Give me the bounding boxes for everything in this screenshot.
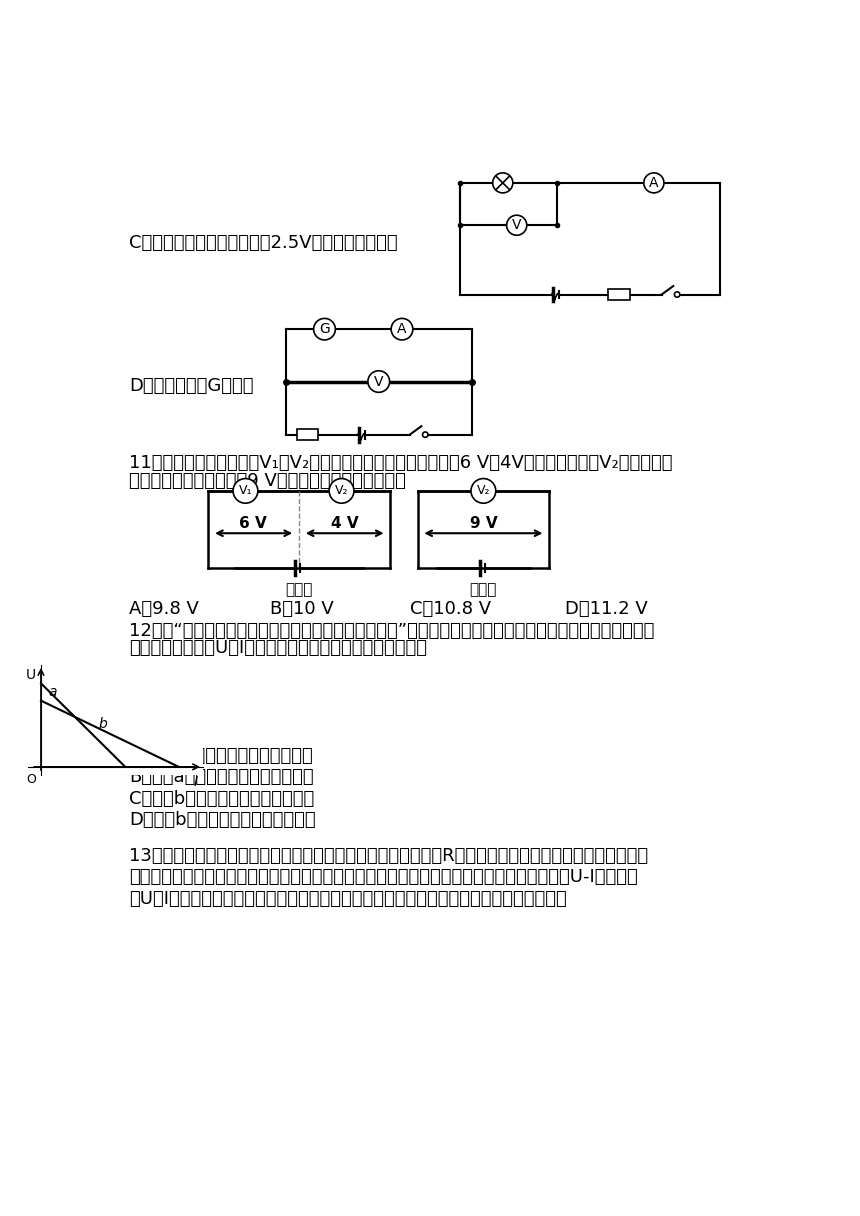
Text: C．电池b的电动势较小，内电阵较大: C．电池b的电动势较小，内电阵较大 (129, 789, 315, 807)
Circle shape (493, 173, 513, 193)
Text: V: V (374, 375, 384, 389)
Text: D．电池b的电动势较大，内电阵较小: D．电池b的电动势较大，内电阵较小 (129, 811, 316, 829)
Text: 4 V: 4 V (331, 516, 359, 531)
Text: a: a (48, 685, 57, 698)
Text: B．10 V: B．10 V (270, 601, 334, 618)
Text: U: U (26, 668, 36, 682)
Text: A: A (649, 176, 659, 190)
Text: （U、I分别为电压表和电流表的示数）。不计电表对电路的影响。下列说法正确的是（　）: （U、I分别为电压表和电流表的示数）。不计电表对电路的影响。下列说法正确的是（ … (129, 890, 567, 907)
Bar (297, 429, 318, 440)
Text: C．测绘小灯泡（额定电压为2.5V）的伏安特性曲线: C．测绘小灯泡（额定电压为2.5V）的伏安特性曲线 (129, 235, 398, 253)
Bar (608, 289, 630, 300)
Text: C．10.8 V: C．10.8 V (409, 601, 491, 618)
Circle shape (471, 479, 495, 503)
Circle shape (507, 215, 527, 235)
Text: 13．小芳同学利用手边的实验器材设计了如图所示的电路，电阵R的阵值以及电源的电动势和内阵均未知，: 13．小芳同学利用手边的实验器材设计了如图所示的电路，电阵R的阵值以及电源的电动… (129, 846, 648, 865)
Text: A．9.8 V: A．9.8 V (129, 601, 199, 618)
Text: B．电池a的电动势较小，内电阵较小: B．电池a的电动势较小，内电阵较小 (129, 769, 314, 786)
Circle shape (314, 319, 335, 340)
Text: b: b (98, 717, 107, 731)
Text: （乙）: （乙） (470, 581, 497, 597)
Text: 6 V: 6 V (239, 516, 267, 531)
Circle shape (233, 479, 258, 503)
Text: V₂: V₂ (476, 484, 490, 497)
Text: 12．在“用电流表和电压表测定电池的电动势和内电阵”的实验中，某同学通过测量两个电池的电流和电压，: 12．在“用电流表和电压表测定电池的电动势和内电阵”的实验中，某同学通过测量两个… (129, 621, 654, 640)
Text: I: I (194, 775, 198, 789)
Text: O: O (27, 773, 36, 786)
Circle shape (329, 479, 354, 503)
Text: A．电池a的电动势较大，内电阵较大: A．电池a的电动势较大，内电阵较大 (129, 747, 314, 765)
Text: V₁: V₁ (239, 484, 252, 497)
Text: V: V (512, 218, 521, 232)
Text: D．测定电流表G的内阵: D．测定电流表G的内阵 (129, 377, 254, 395)
Text: G: G (319, 322, 330, 336)
Text: D．11.2 V: D．11.2 V (565, 601, 648, 618)
Circle shape (391, 319, 413, 340)
Text: 11．如图甲所示，电压表V₁、V₂串联接入电路中时，示数分别为6 V和4V，当只有电压表V₂接入电路中: 11．如图甲所示，电压表V₁、V₂串联接入电路中时，示数分别为6 V和4V，当只… (129, 454, 673, 472)
Circle shape (644, 173, 664, 193)
Circle shape (368, 371, 390, 393)
Text: （甲）: （甲） (286, 581, 313, 597)
Text: 时，如图乙所示，示数为9 V，电源的电动势为（　　）: 时，如图乙所示，示数为9 V，电源的电动势为（ ） (129, 472, 406, 490)
Circle shape (422, 432, 428, 438)
Circle shape (674, 292, 680, 297)
Text: 得到了如图所示的U－I图线，从图象中可以看出（　　　　）: 得到了如图所示的U－I图线，从图象中可以看出（ ） (129, 640, 427, 658)
Text: V₂: V₂ (335, 484, 348, 497)
Text: A: A (397, 322, 407, 336)
Text: 电压表另一端的接线位置待定。通过改变滑动变阵器接入电路的阵值获得多组数据，并描绘出U-I关系图像: 电压表另一端的接线位置待定。通过改变滑动变阵器接入电路的阵值获得多组数据，并描绘… (129, 868, 638, 886)
Text: 9 V: 9 V (470, 516, 497, 531)
